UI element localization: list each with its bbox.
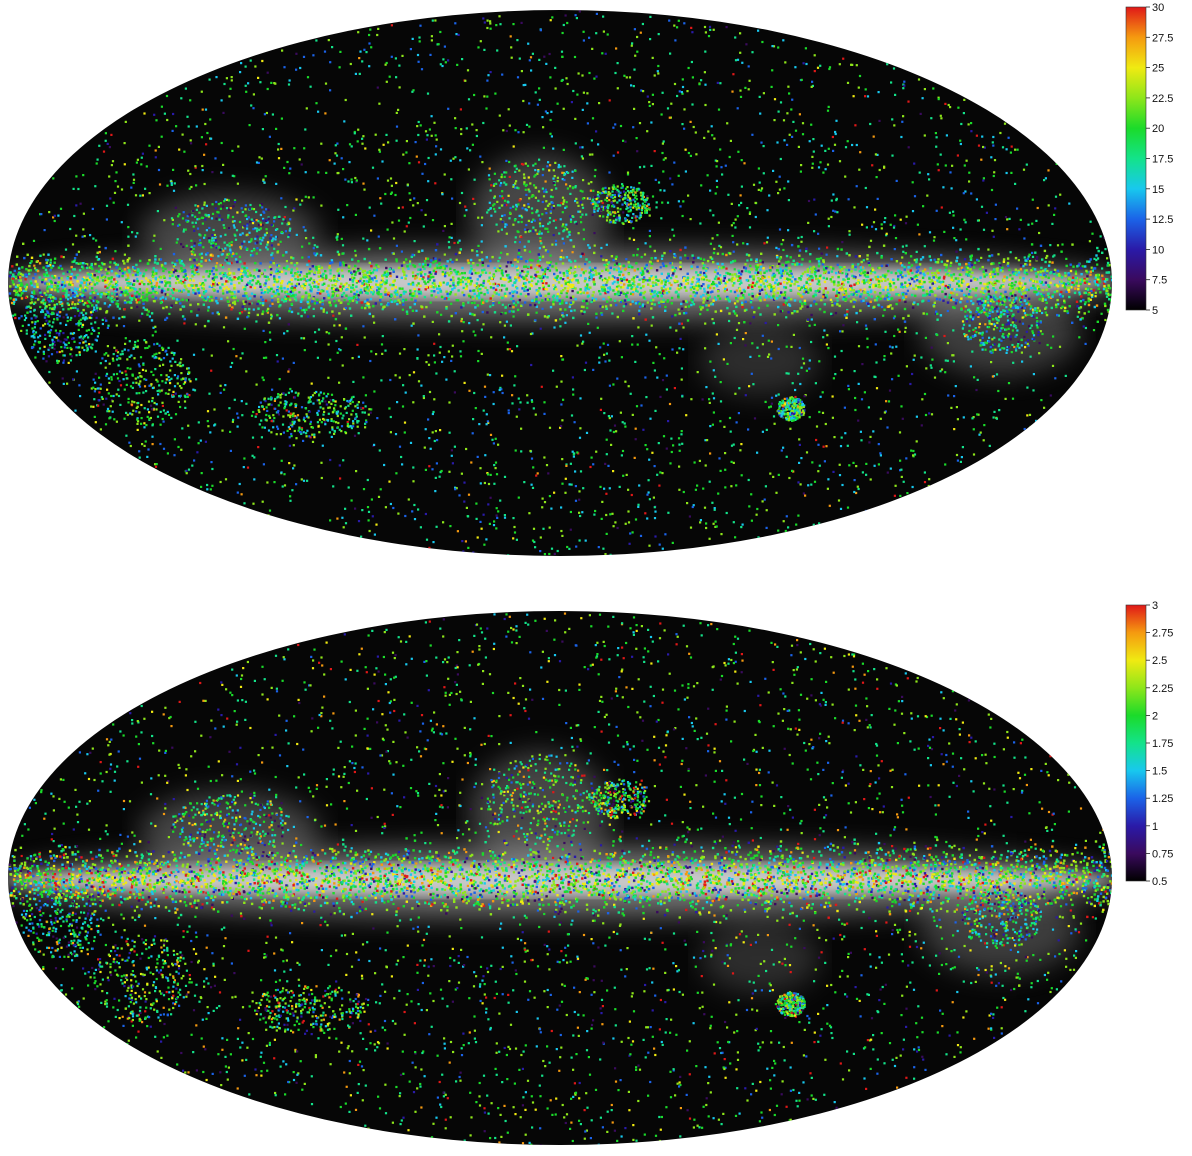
colorbar-bar-top xyxy=(1125,6,1147,311)
colorbar-top-tick-label: 17.5 xyxy=(1152,154,1173,166)
colorbar-top-tick-label: 27.5 xyxy=(1152,32,1173,44)
sky-map-bottom-svg: 3 2.75 2.5 2.25 2 1.75 1.5 1.25 1 0.75 0.5 xyxy=(8,600,1173,1145)
colorbar-bottom-tick-label: 2.25 xyxy=(1152,683,1173,695)
colorbar-top-tick-label: 7.5 xyxy=(1152,275,1167,287)
colorbar-bar-bottom xyxy=(1125,604,1147,882)
sky-map-panel-bottom: 3 2.75 2.5 2.25 2 1.75 1.5 1.25 1 0.75 0.5 xyxy=(0,598,1192,1156)
colorbar-top-tick-label: 20 xyxy=(1152,123,1164,135)
sky-map-top-svg: 30 27.5 25 22.5 20 17.5 15 12.5 10 7.5 5 xyxy=(8,2,1173,556)
colorbar-bottom: 3 2.75 2.5 2.25 2 1.75 1.5 1.25 1 0.75 0.5 xyxy=(1125,600,1173,888)
colorbar-top-tick-label: 25 xyxy=(1152,63,1164,75)
colorbar-bottom-tick-label: 2 xyxy=(1152,710,1158,722)
colorbar-ticks-bottom: 3 2.75 2.5 2.25 2 1.75 1.5 1.25 1 0.75 0.5 xyxy=(1146,600,1173,888)
source-points-bottom xyxy=(8,612,1112,1145)
colorbar-bottom-tick-label: 0.75 xyxy=(1152,848,1173,860)
colorbar-top-tick-label: 5 xyxy=(1152,305,1158,317)
colorbar-bottom-tick-label: 2.5 xyxy=(1152,655,1167,667)
colorbar-bottom-tick-label: 3 xyxy=(1152,600,1158,612)
dust-emission-top xyxy=(8,10,1112,556)
source-points-top xyxy=(8,10,1112,556)
colorbar-bottom-tick-label: 1 xyxy=(1152,821,1158,833)
dust-emission-bottom xyxy=(8,612,1112,1145)
colorbar-ticks-top: 30 27.5 25 22.5 20 17.5 15 12.5 10 7.5 5 xyxy=(1146,2,1173,317)
colorbar-bottom-tick-label: 1.5 xyxy=(1152,766,1167,778)
colorbar-bottom-tick-label: 1.75 xyxy=(1152,738,1173,750)
colorbar-top-tick-label: 10 xyxy=(1152,244,1164,256)
colorbar-top-tick-label: 15 xyxy=(1152,184,1164,196)
colorbar-top-tick-label: 12.5 xyxy=(1152,214,1173,226)
colorbar-bottom-tick-label: 2.75 xyxy=(1152,628,1173,640)
colorbar-top: 30 27.5 25 22.5 20 17.5 15 12.5 10 7.5 5 xyxy=(1125,2,1173,317)
colorbar-bottom-tick-label: 1.25 xyxy=(1152,793,1173,805)
sky-map-panel-top: 30 27.5 25 22.5 20 17.5 15 12.5 10 7.5 5 xyxy=(8,2,1173,556)
colorbar-bottom-tick-label: 0.5 xyxy=(1152,876,1167,888)
colorbar-top-tick-label: 30 xyxy=(1152,2,1164,14)
colorbar-top-tick-label: 22.5 xyxy=(1152,93,1173,105)
